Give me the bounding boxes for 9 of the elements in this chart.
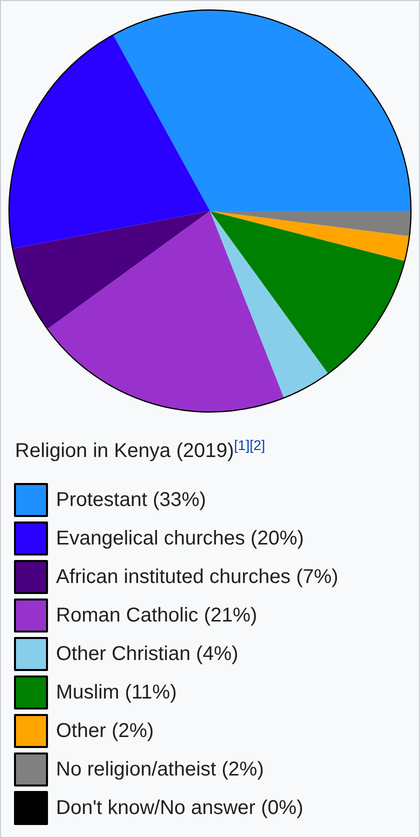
legend-label: Roman Catholic (21%) xyxy=(56,604,258,626)
legend-label: Evangelical churches (20%) xyxy=(56,528,304,550)
legend-label: African instituted churches (7%) xyxy=(56,566,338,588)
legend-label: Other (2%) xyxy=(56,720,154,742)
legend-label: Muslim (11%) xyxy=(56,682,177,704)
legend-label: Other Christian (4%) xyxy=(56,643,238,665)
legend-label: Don't know/No answer (0%) xyxy=(56,797,304,819)
legend-label: No religion/atheist (2%) xyxy=(56,758,264,780)
legend-label: Protestant (33%) xyxy=(56,489,206,511)
